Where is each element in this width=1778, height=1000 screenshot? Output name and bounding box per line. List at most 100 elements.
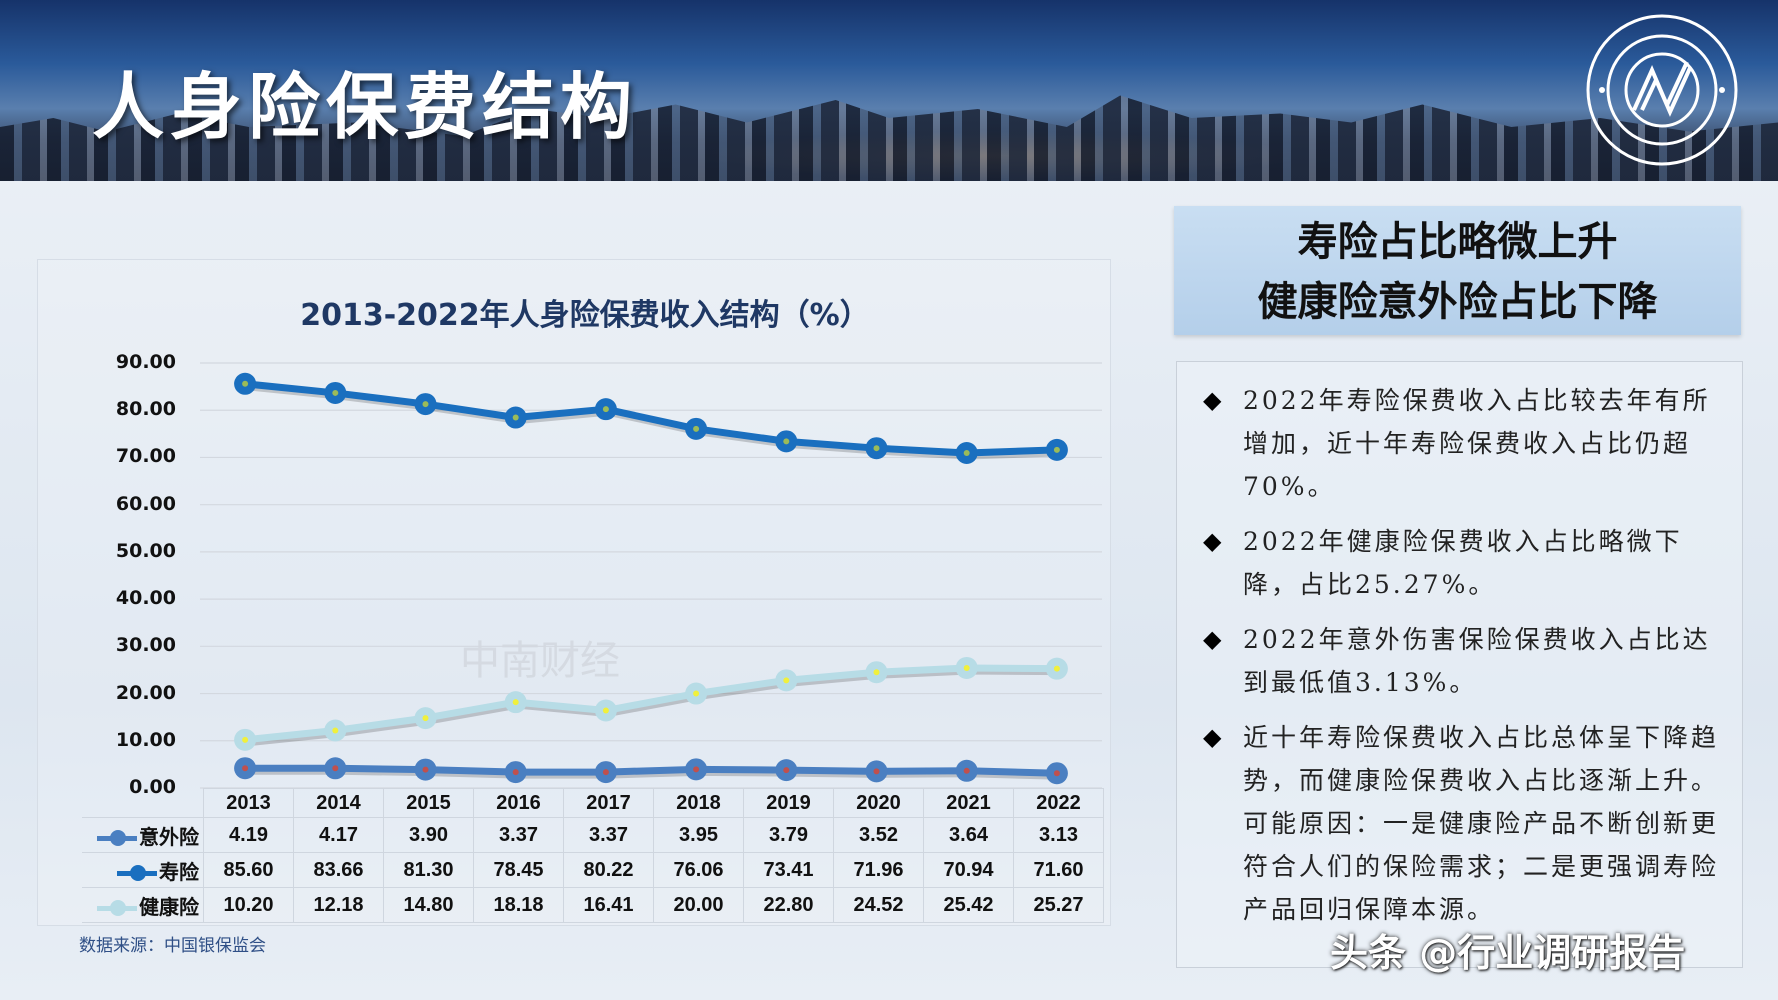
data-cell: 14.80 (383, 887, 474, 923)
series-line (244, 664, 1057, 744)
data-cell: 3.95 (653, 817, 744, 853)
data-point-center (332, 389, 339, 396)
year-label: 2015 (383, 788, 474, 818)
note-item: ◆ 2022年健康险保费收入占比略微下降，占比25.27%。 (1177, 520, 1742, 606)
table-header-row: 2013 2014 2015 2016 2017 2018 2019 2020 … (82, 788, 1104, 818)
y-tick-label: 60.00 (115, 492, 176, 515)
data-point-center (1053, 770, 1060, 777)
data-point-center (422, 715, 429, 722)
y-tick-label: 80.00 (115, 398, 176, 421)
data-point-center (963, 767, 970, 774)
chart-title: 2013-2022年人身险保费收入结构（%） (300, 298, 870, 333)
data-point-center (1053, 446, 1060, 453)
data-cell: 3.64 (923, 817, 1014, 853)
year-label: 2018 (653, 788, 744, 818)
data-cell: 85.60 (203, 852, 294, 888)
data-source: 数据来源：中国银保监会 (79, 936, 266, 956)
data-cell: 22.80 (743, 887, 834, 923)
data-cell: 25.42 (923, 887, 1014, 923)
data-cell: 3.52 (833, 817, 924, 853)
data-point-center (783, 677, 790, 684)
data-point-center (693, 766, 700, 773)
year-label: 2013 (203, 788, 294, 818)
data-point-center (242, 765, 249, 772)
data-cell: 80.22 (563, 852, 654, 888)
notes-panel: ◆ 2022年寿险保费收入占比较去年有所增加，近十年寿险保费收入占比仍超70%。 … (1176, 361, 1743, 968)
year-label: 2022 (1013, 788, 1104, 818)
y-tick-label: 50.00 (115, 539, 176, 562)
legend-marker-icon (97, 829, 137, 846)
data-point-center (963, 450, 970, 457)
data-point-center (783, 767, 790, 774)
data-cell: 78.45 (473, 852, 564, 888)
platform-watermark: 头条 @行业调研报告 (1330, 931, 1686, 975)
table-row: 意外险 4.19 4.17 3.90 3.37 3.37 3.95 3.79 3.52 3.64 3… (82, 817, 1104, 853)
data-point-center (512, 699, 519, 706)
legend-marker-icon (97, 899, 137, 916)
table-row: 健康险 10.20 12.18 14.80 18.18 16.41 20.00 22.80 24… (82, 887, 1104, 923)
data-cell: 25.27 (1013, 887, 1104, 923)
data-cell: 3.37 (563, 817, 654, 853)
year-label: 2019 (743, 788, 834, 818)
data-point-center (963, 664, 970, 671)
diamond-bullet-icon: ◆ (1203, 625, 1225, 653)
data-cell: 71.96 (833, 852, 924, 888)
data-cell: 10.20 (203, 887, 294, 923)
data-point-center (1053, 665, 1060, 672)
data-cell: 70.94 (923, 852, 1014, 888)
data-point-center (422, 401, 429, 408)
data-cell: 12.18 (293, 887, 384, 923)
series-name: 寿险 (159, 861, 199, 884)
data-cell: 73.41 (743, 852, 834, 888)
series-shadow (246, 667, 1059, 747)
diamond-bullet-icon: ◆ (1203, 527, 1225, 555)
data-cell: 24.52 (833, 887, 924, 923)
note-text: 近十年寿险保费收入占比总体呈下降趋势，而健康险保费收入占比逐渐上升。可能原因：一… (1243, 723, 1720, 924)
series-line (244, 380, 1058, 457)
year-label: 2016 (473, 788, 564, 818)
chart-watermark: 中南财经 (460, 638, 620, 684)
data-cell: 76.06 (653, 852, 744, 888)
data-table: 2013 2014 2015 2016 2017 2018 2019 2020 … (82, 788, 1104, 923)
data-point-center (242, 736, 249, 743)
table-corner (82, 788, 204, 818)
note-item: ◆ 2022年意外伤害保险保费收入占比达到最低值3.13%。 (1177, 618, 1742, 704)
y-tick-label: 70.00 (115, 445, 176, 468)
data-point-center (873, 669, 880, 676)
data-point-center (602, 769, 609, 776)
data-point-center (512, 769, 519, 776)
data-cell: 4.19 (203, 817, 294, 853)
data-cell: 18.18 (473, 887, 564, 923)
diamond-bullet-icon: ◆ (1203, 386, 1225, 414)
data-cell: 3.90 (383, 817, 474, 853)
y-tick-label: 40.00 (115, 587, 176, 610)
legend-marker-icon (117, 864, 157, 881)
data-cell: 3.79 (743, 817, 834, 853)
data-cell: 16.41 (563, 887, 654, 923)
y-tick-label: 30.00 (115, 634, 176, 657)
data-cell: 83.66 (293, 852, 384, 888)
y-tick-label: 90.00 (115, 351, 176, 373)
legend-entry: 寿险 (82, 852, 204, 888)
data-point-center (873, 445, 880, 452)
series-line (245, 764, 1057, 777)
headline-line-2: 健康险意外险占比下降 (1257, 279, 1658, 325)
table-row: 寿险 85.60 83.66 81.30 78.45 80.22 76.06 73.41 71.… (82, 852, 1104, 888)
year-label: 2020 (833, 788, 924, 818)
year-label: 2021 (923, 788, 1014, 818)
note-item: ◆ 近十年寿险保费收入占比总体呈下降趋势，而健康险保费收入占比逐渐上升。可能原因：… (1177, 716, 1742, 931)
data-point-center (602, 707, 609, 714)
data-point-center (332, 765, 339, 772)
data-point-center (422, 766, 429, 773)
year-label: 2014 (293, 788, 384, 818)
data-point-center (602, 406, 609, 413)
data-cell: 3.13 (1013, 817, 1104, 853)
data-point-center (873, 768, 880, 775)
y-tick-label: 10.00 (115, 728, 176, 751)
data-cell: 71.60 (1013, 852, 1104, 888)
page-title: 人身险保费结构 (92, 65, 639, 149)
note-text: 2022年健康险保费收入占比略微下降，占比25.27%。 (1243, 527, 1683, 599)
note-item: ◆ 2022年寿险保费收入占比较去年有所增加，近十年寿险保费收入占比仍超70%。 (1177, 379, 1742, 508)
legend-entry: 健康险 (82, 887, 204, 923)
